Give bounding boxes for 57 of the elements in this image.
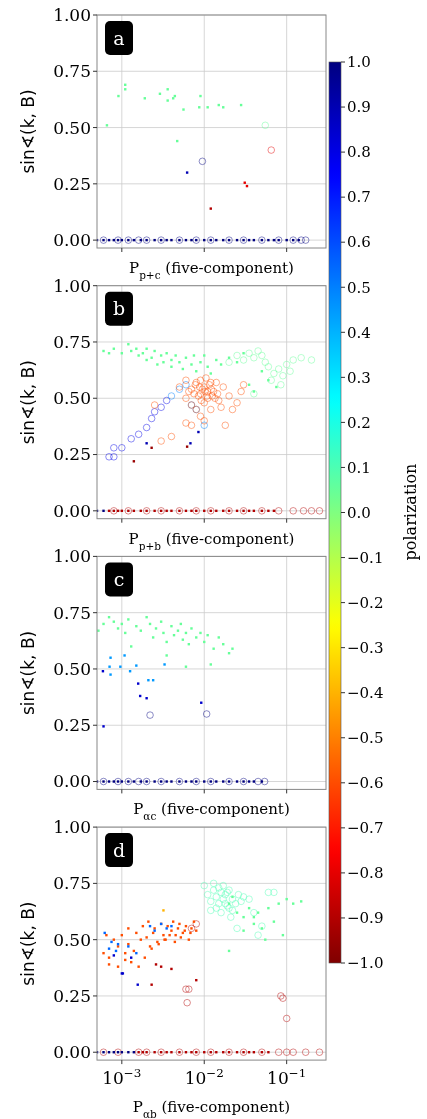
color-bar-label: −0.9 — [347, 909, 384, 928]
color-bar-label: −1.0 — [347, 954, 384, 973]
annotation: c — [113, 568, 125, 591]
x-tick-label: 10$^{−2}$ — [184, 1066, 224, 1089]
y-tick-label: 1.00 — [53, 275, 91, 296]
y-tick-label: 0.25 — [53, 444, 91, 465]
y-tick-label: 0.00 — [53, 500, 91, 521]
y-tick-label: 0.50 — [53, 388, 91, 409]
annotation: b — [112, 297, 126, 320]
color-bar-label: 0.0 — [347, 503, 371, 522]
x-tick-label: 10$^{−3}$ — [102, 1066, 142, 1089]
annotation: d — [112, 838, 126, 861]
y-tick-label: 0.75 — [53, 602, 91, 623]
color-bar-label: −0.1 — [347, 548, 384, 567]
y-axis-title: sin∢(k, B) — [18, 901, 38, 986]
y-axis-title: sin∢(k, B) — [18, 360, 38, 445]
y-tick-label: 0.25 — [53, 173, 91, 194]
x-axis-title: P$_{p+b}$ (five-component) — [128, 529, 295, 552]
color-bar-label: −0.4 — [347, 683, 384, 702]
y-tick-label: 0.75 — [53, 873, 91, 894]
y-tick-label: 0.25 — [53, 715, 91, 736]
y-axis-title: sin∢(k, B) — [18, 89, 38, 174]
y-tick-label: 1.00 — [53, 4, 91, 25]
x-axis-title: P$_{αc}$ (five-component) — [133, 800, 290, 823]
y-tick-label: 0.50 — [53, 929, 91, 950]
color-bar-label: 0.5 — [347, 278, 371, 297]
y-tick-label: 1.00 — [53, 817, 91, 838]
color-bar-label: −0.8 — [347, 864, 384, 883]
color-bar-label: −0.6 — [347, 774, 384, 793]
color-bar-label: −0.7 — [347, 819, 384, 838]
y-tick-label: 1.00 — [53, 546, 91, 567]
color-bar-label: −0.5 — [347, 729, 384, 747]
y-tick-label: 0.00 — [53, 1042, 91, 1063]
y-tick-label: 0.00 — [53, 230, 91, 251]
color-bar-label: 0.3 — [347, 368, 371, 387]
color-bar-label: 0.4 — [347, 323, 371, 342]
y-tick-label: 0.50 — [53, 658, 91, 679]
color-bar-label: 0.2 — [347, 413, 371, 432]
x-axis-title: P$_{p+c}$ (five-component) — [129, 259, 294, 281]
color-bar-label: −0.2 — [347, 593, 384, 612]
y-tick-label: 0.50 — [53, 117, 91, 138]
color-bar-label: −0.3 — [347, 638, 384, 657]
y-tick-label: 0.00 — [53, 771, 91, 792]
color-bar-label: 0.8 — [347, 143, 371, 162]
annotation: a — [113, 26, 125, 49]
color-bar-label: 1.0 — [347, 53, 371, 72]
y-tick-label: 0.75 — [53, 331, 91, 352]
color-bar-label: 0.1 — [347, 458, 371, 477]
x-tick-label: 10$^{−1}$ — [267, 1066, 307, 1089]
color-bar-label: 0.6 — [347, 233, 371, 252]
color-bar-label: 0.9 — [347, 98, 371, 117]
x-axis-title: P$_{αb}$ (five-component) — [132, 1098, 291, 1119]
color-bar-label: 0.7 — [347, 188, 371, 207]
color-bar-title: polarization — [401, 463, 420, 561]
y-axis-title: sin∢(k, B) — [18, 630, 38, 715]
y-tick-label: 0.75 — [53, 61, 91, 82]
y-tick-label: 0.25 — [53, 985, 91, 1006]
